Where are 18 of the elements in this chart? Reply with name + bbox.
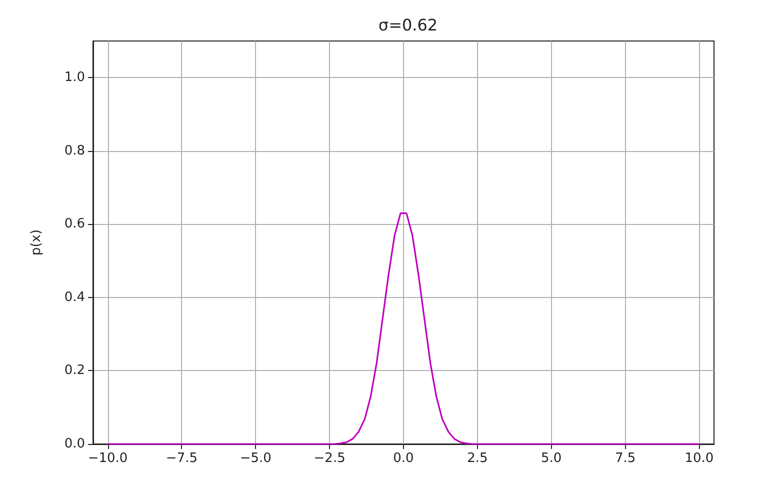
chart-title: σ=0.62 (378, 16, 438, 34)
y-tick-label: 0.4 (64, 290, 85, 305)
y-tick-label: 0.6 (64, 216, 85, 232)
x-tick-label: 10.0 (684, 451, 714, 466)
y-axis-title: p(x) (29, 229, 44, 256)
y-tick-label: 0.2 (64, 363, 85, 378)
line-series (106, 212, 700, 445)
x-tick-label: 2.5 (467, 451, 488, 466)
x-tick-label: 7.5 (614, 451, 636, 466)
x-tick-label: −5.0 (240, 451, 272, 466)
x-tick-label: 5.0 (541, 451, 562, 466)
y-tick-label: 0.0 (64, 436, 85, 452)
x-tick-label: −2.5 (314, 451, 346, 466)
x-tick-label: −7.5 (166, 451, 198, 466)
x-tick-label: −10.0 (88, 451, 128, 466)
x-tick-label: 0.0 (393, 451, 414, 466)
y-tick-label: 0.8 (64, 143, 85, 158)
y-tick-label: 1.0 (64, 70, 85, 86)
